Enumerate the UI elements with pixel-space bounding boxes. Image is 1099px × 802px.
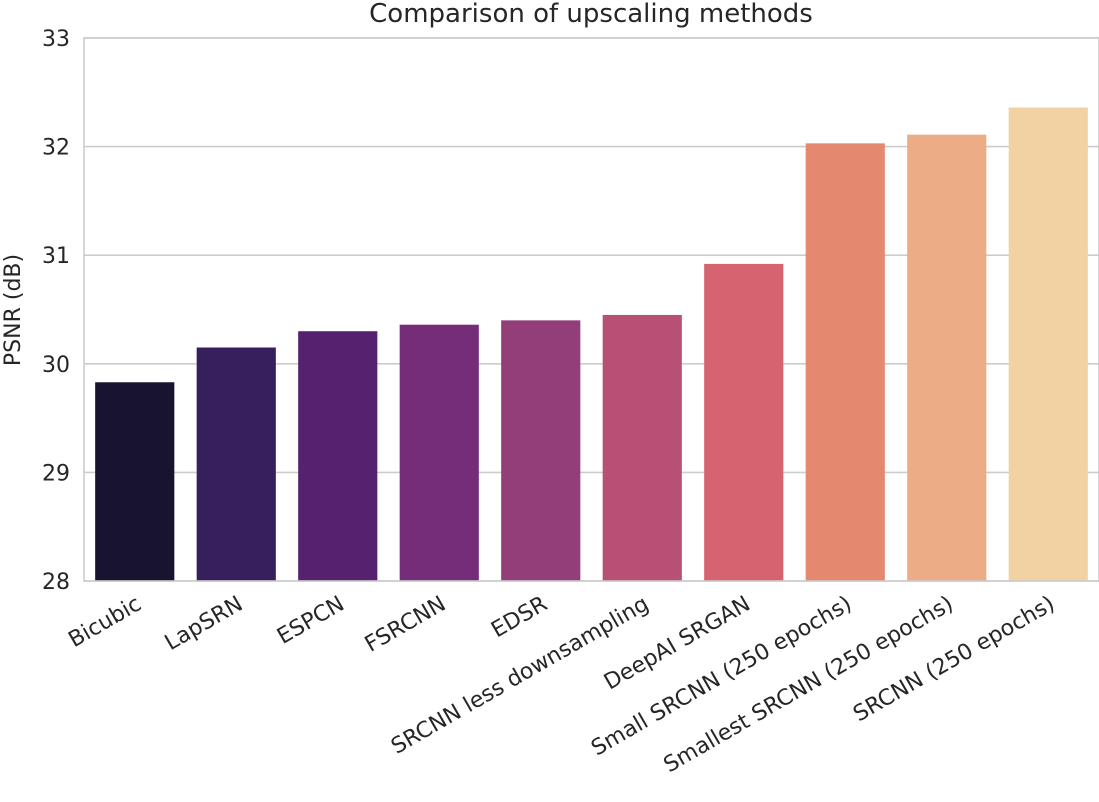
y-tick-label: 33: [42, 27, 70, 52]
y-tick-labels: 28 29 30 31 32 33: [42, 27, 70, 595]
bar: [501, 320, 581, 581]
chart-title: Comparison of upscaling methods: [369, 0, 813, 29]
bars: [95, 107, 1088, 582]
bar: [196, 347, 276, 581]
bar: [704, 263, 784, 581]
y-tick-label: 28: [42, 570, 70, 595]
x-tick-label: ESPCN: [273, 592, 349, 650]
bar: [298, 331, 378, 581]
bar: [602, 314, 682, 581]
y-tick-label: 29: [42, 461, 70, 486]
x-tick-label: Bicubic: [64, 592, 145, 653]
bar: [399, 324, 479, 581]
bar: [907, 134, 987, 582]
bar: [805, 143, 885, 582]
y-tick-label: 31: [42, 244, 70, 269]
x-tick-label: LapSRN: [161, 592, 247, 656]
y-tick-label: 30: [42, 353, 70, 378]
y-axis-label: PSNR (dB): [1, 254, 26, 366]
y-tick-label: 32: [42, 136, 70, 161]
bar: [95, 382, 175, 581]
bar: [1008, 107, 1088, 581]
x-tick-label: EDSR: [487, 592, 552, 644]
x-tick-label: FSRCNN: [361, 592, 450, 658]
plot-frame: [83, 37, 1099, 582]
